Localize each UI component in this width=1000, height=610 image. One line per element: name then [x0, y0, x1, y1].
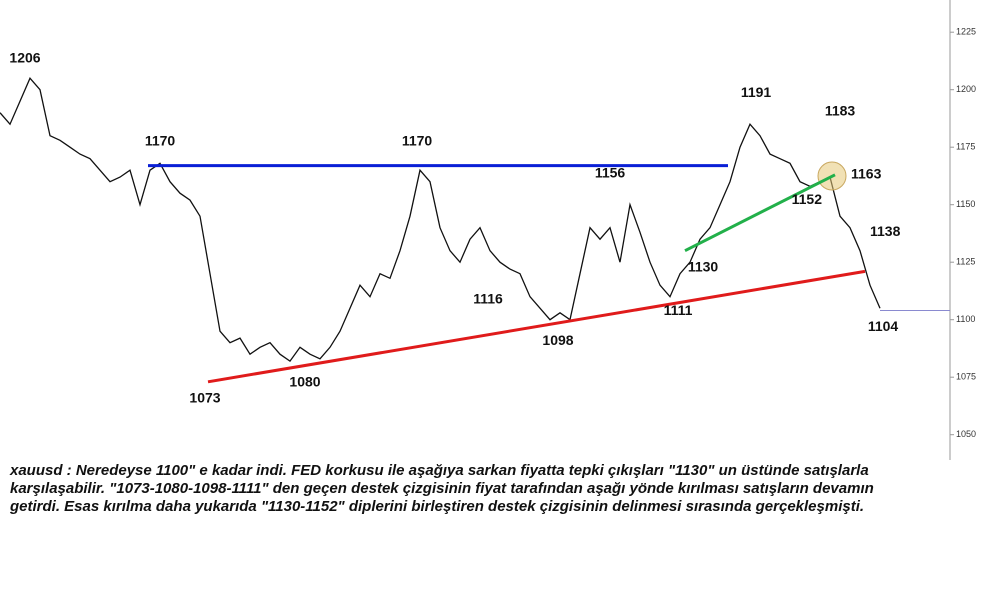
- annotation-label: 1170: [402, 132, 433, 148]
- y-tick-label: 1175: [956, 142, 975, 152]
- annotation-label: 1116: [473, 291, 503, 307]
- price-series: [0, 76, 881, 362]
- annotation-label: 1191: [741, 84, 772, 100]
- y-tick-label: 1200: [956, 84, 976, 94]
- trend-line: [684, 173, 836, 253]
- chart: 1050 1075 1100 1125 1150 1175 1200 1225 1206 1170…: [0, 0, 976, 460]
- annotation-label: 1098: [542, 332, 573, 348]
- annotation-label: 1206: [9, 50, 40, 66]
- y-tick-label: 1125: [956, 257, 975, 267]
- annotation-label: 1073: [189, 390, 220, 406]
- y-tick-label: 1225: [956, 27, 976, 37]
- annotation-label: 1152: [792, 191, 823, 207]
- annotation-label: 1080: [289, 373, 320, 389]
- annotation-label: 1170: [145, 132, 176, 148]
- annotation-label: 1183: [825, 103, 856, 119]
- annotation-label: 1156: [595, 165, 626, 181]
- y-tick-label: 1100: [956, 314, 975, 324]
- trend-line: [207, 269, 866, 384]
- y-tick-label: 1150: [956, 199, 975, 209]
- annotation-label: 1104: [868, 318, 899, 334]
- y-tick-label: 1050: [956, 429, 976, 439]
- y-tick-label: 1075: [956, 372, 976, 382]
- caption: xauusd : Neredeyse 1100" e kadar indi. F…: [10, 462, 874, 515]
- annotation-label: 1163: [851, 166, 882, 182]
- annotation-label: 1111: [664, 302, 693, 318]
- annotation-label: 1130: [688, 258, 719, 274]
- annotation-label: 1138: [870, 223, 901, 239]
